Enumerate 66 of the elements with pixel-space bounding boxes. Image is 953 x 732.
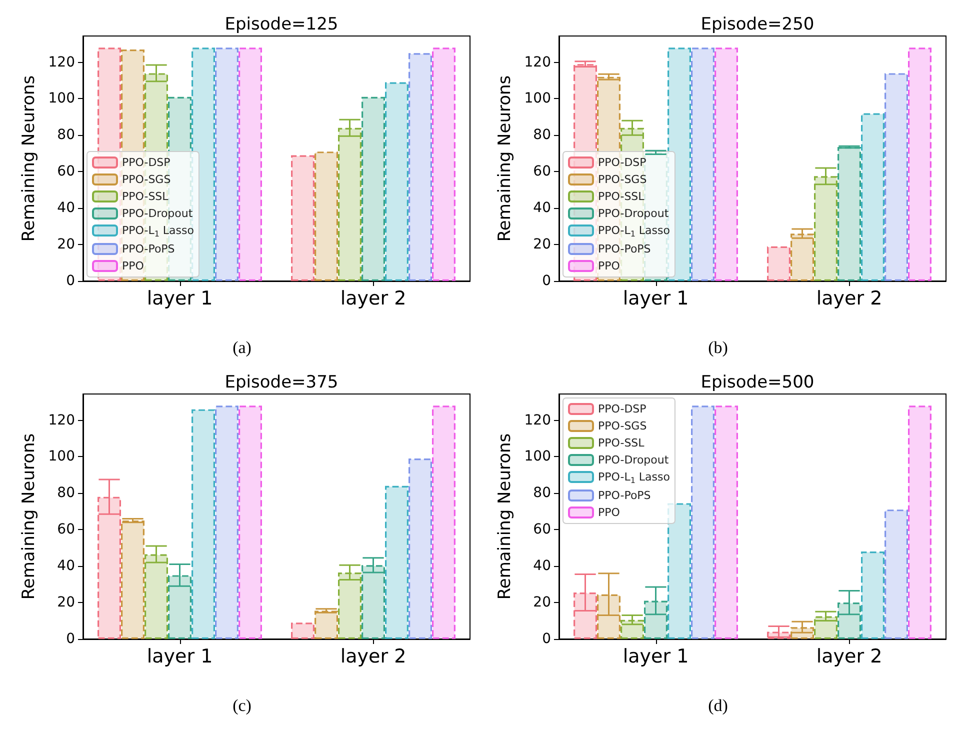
legend-label: PPO-Dropout (598, 207, 670, 220)
y-axis-title: Remaining Neurons (18, 75, 39, 242)
y-tick-label: 60 (57, 164, 75, 180)
text: (a) (232, 338, 252, 357)
y-tick-label: 40 (57, 558, 75, 574)
y-tick-label: 40 (533, 558, 551, 574)
y-tick-label: 60 (533, 164, 551, 180)
y-tick-label: 80 (533, 127, 551, 144)
y-tick-label: 120 (48, 412, 75, 428)
y-tick-label: 40 (57, 200, 75, 216)
text: (c) (232, 696, 252, 715)
x-tick-label: layer 1 (146, 288, 213, 310)
chart-title: Episode=375 (224, 372, 338, 392)
y-axis-title: Remaining Neurons (494, 75, 515, 242)
x-tick-label: layer 1 (622, 288, 689, 310)
legend-label: PPO-SSL (122, 190, 170, 203)
y-tick-label: 40 (533, 200, 551, 216)
x-tick-label: layer 2 (816, 288, 882, 310)
legend-label: PPO-SSL (598, 436, 646, 450)
legend-label: PPO-DSP (122, 156, 171, 169)
legend-label: PPO (122, 260, 144, 272)
text: (b) (708, 338, 728, 357)
legend-label: PPO-Dropout (122, 207, 194, 220)
y-tick-label: 0 (542, 273, 551, 289)
y-tick-label: 0 (66, 631, 75, 647)
chart-title: Episode=500 (700, 372, 814, 392)
y-axis-title: Remaining Neurons (18, 433, 39, 600)
y-tick-label: 20 (57, 594, 75, 611)
y-tick-label: 0 (542, 631, 551, 647)
legend-label: PPO-SGS (598, 173, 647, 186)
legend-label: PPO-SGS (122, 173, 171, 186)
y-tick-label: 120 (524, 412, 551, 428)
y-axis-title: Remaining Neurons (494, 433, 515, 600)
y-tick-label: 80 (57, 127, 75, 144)
y-tick-label: 100 (524, 90, 551, 107)
chart-title: Episode=125 (224, 14, 338, 34)
legend-label: PPO-SSL (598, 190, 646, 203)
legend-label: PPO-PoPS (122, 242, 175, 256)
y-tick-label: 100 (524, 448, 551, 465)
legend-label: PPO-DSP (598, 402, 647, 416)
chart-title: Episode=250 (700, 14, 814, 34)
y-tick-label: 20 (533, 236, 551, 253)
y-tick-label: 120 (524, 54, 551, 70)
y-tick-label: 100 (48, 448, 75, 465)
x-tick-label: layer 2 (340, 646, 406, 668)
y-tick-label: 0 (66, 273, 75, 289)
y-tick-label: 80 (533, 485, 551, 502)
y-tick-label: 120 (48, 54, 75, 70)
legend-label: PPO (598, 506, 620, 519)
legend-label: PPO-PoPS (598, 489, 651, 502)
legend-label: PPO (598, 260, 620, 272)
x-tick-label: layer 1 (622, 646, 689, 668)
y-tick-label: 60 (57, 522, 75, 538)
legend-label: PPO-DSP (598, 156, 647, 169)
y-tick-label: 20 (57, 236, 75, 253)
y-tick-label: 20 (533, 594, 551, 611)
text: (d) (708, 696, 728, 715)
x-tick-label: layer 1 (146, 646, 213, 668)
y-tick-label: 60 (533, 522, 551, 538)
y-tick-label: 100 (48, 90, 75, 107)
x-tick-label: layer 2 (340, 288, 406, 310)
x-tick-label: layer 2 (816, 646, 882, 668)
y-tick-label: 80 (57, 485, 75, 502)
legend-label: PPO-SGS (598, 420, 647, 432)
legend-label: PPO-PoPS (598, 242, 651, 256)
legend-label: PPO-Dropout (598, 454, 670, 466)
